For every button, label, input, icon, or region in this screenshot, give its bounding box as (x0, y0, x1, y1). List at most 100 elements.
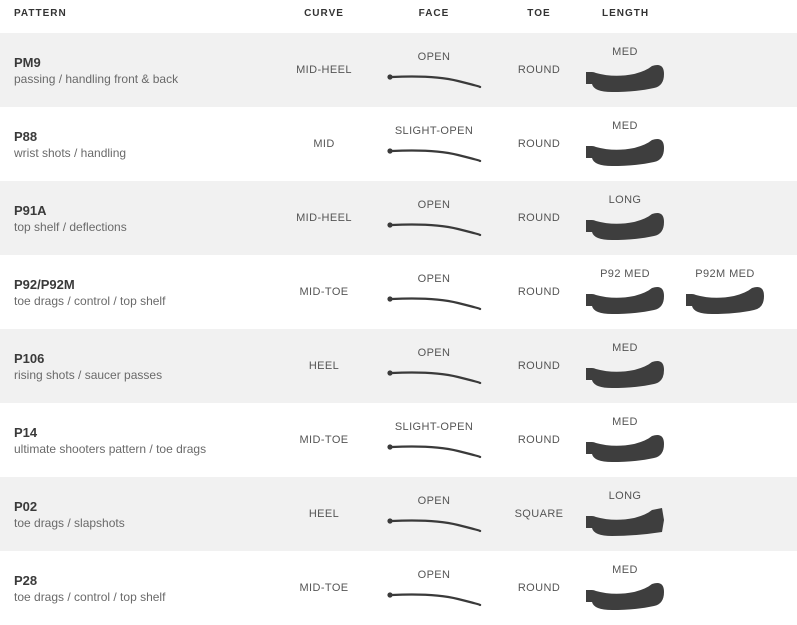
toe-cell: ROUND (494, 212, 584, 224)
table-row: P14 ultimate shooters pattern / toe drags… (0, 403, 797, 477)
face-curve-icon (386, 365, 482, 385)
blade-icon (584, 208, 666, 242)
pattern-cell: P92/P92M toe drags / control / top shelf (14, 277, 274, 308)
curve-line-icon (386, 217, 482, 237)
table-row: P92/P92M toe drags / control / top shelfM… (0, 255, 797, 329)
length-label: P92 MED (600, 268, 650, 280)
face-curve-icon (386, 587, 482, 607)
face-label: SLIGHT-OPEN (395, 421, 473, 433)
face-label: OPEN (418, 495, 451, 507)
curve-line-icon (386, 143, 482, 163)
blade-icon (584, 504, 666, 538)
curve-line-icon (386, 439, 482, 459)
curve-line-icon (386, 69, 482, 89)
blade-shape-icon (684, 282, 766, 316)
table-header-row: PATTERN CURVE FACE TOE LENGTH (0, 0, 797, 33)
pattern-name: P14 (14, 425, 274, 440)
pattern-description: wrist shots / handling (14, 146, 274, 160)
face-cell: OPEN (374, 495, 494, 533)
pattern-name: PM9 (14, 55, 274, 70)
length-block: MED (584, 46, 666, 94)
length-block: P92 MED (584, 268, 666, 316)
length-block: MED (584, 564, 666, 612)
table-row: P106rising shots / saucer passesHEELOPEN… (0, 329, 797, 403)
pattern-cell: P91A top shelf / deflections (14, 203, 274, 234)
curve-cell: MID (274, 138, 374, 150)
table-row: PM9passing / handling front & backMID-HE… (0, 33, 797, 107)
toe-cell: ROUND (494, 138, 584, 150)
table-row: P91Atop shelf / deflectionsMID-HEELOPEN … (0, 181, 797, 255)
blade-icon (684, 282, 766, 316)
pattern-name: P02 (14, 499, 274, 514)
pattern-description: toe drags / slapshots (14, 516, 274, 530)
header-toe: TOE (494, 8, 584, 19)
length-label: MED (612, 342, 638, 354)
face-cell: SLIGHT-OPEN (374, 125, 494, 163)
blade-shape-icon (584, 504, 666, 538)
length-label: MED (612, 120, 638, 132)
pattern-name: P88 (14, 129, 274, 144)
length-cell: P92 MED P92M MED (584, 268, 783, 316)
header-length: LENGTH (584, 8, 783, 19)
length-cell: MED (584, 342, 783, 390)
pattern-cell: P14 ultimate shooters pattern / toe drags (14, 425, 274, 456)
pattern-description: passing / handling front & back (14, 72, 274, 86)
header-curve: CURVE (274, 8, 374, 19)
header-face: FACE (374, 8, 494, 19)
curve-cell: HEEL (274, 508, 374, 520)
toe-cell: ROUND (494, 64, 584, 76)
face-cell: OPEN (374, 569, 494, 607)
length-cell: MED (584, 120, 783, 168)
face-label: OPEN (418, 273, 451, 285)
pattern-name: P28 (14, 573, 274, 588)
face-cell: SLIGHT-OPEN (374, 421, 494, 459)
length-block: MED (584, 416, 666, 464)
pattern-description: toe drags / control / top shelf (14, 294, 274, 308)
face-label: SLIGHT-OPEN (395, 125, 473, 137)
blade-shape-icon (584, 578, 666, 612)
length-cell: MED (584, 564, 783, 612)
pattern-cell: P106 rising shots / saucer passes (14, 351, 274, 382)
blade-icon (584, 60, 666, 94)
curve-line-icon (386, 587, 482, 607)
pattern-cell: P88 wrist shots / handling (14, 129, 274, 160)
face-label: OPEN (418, 51, 451, 63)
blade-shape-icon (584, 356, 666, 390)
face-curve-icon (386, 143, 482, 163)
pattern-name: P92/P92M (14, 277, 274, 292)
blade-icon (584, 356, 666, 390)
length-label: MED (612, 46, 638, 58)
pattern-description: ultimate shooters pattern / toe drags (14, 442, 274, 456)
blade-shape-icon (584, 282, 666, 316)
blade-icon (584, 282, 666, 316)
blade-shape-icon (584, 430, 666, 464)
curve-line-icon (386, 513, 482, 533)
pattern-description: rising shots / saucer passes (14, 368, 274, 382)
toe-cell: ROUND (494, 434, 584, 446)
face-cell: OPEN (374, 273, 494, 311)
pattern-cell: P28toe drags / control / top shelf (14, 573, 274, 604)
face-curve-icon (386, 439, 482, 459)
length-cell: MED (584, 46, 783, 94)
toe-cell: ROUND (494, 582, 584, 594)
toe-cell: ROUND (494, 286, 584, 298)
length-block: LONG (584, 490, 666, 538)
curve-cell: MID-TOE (274, 434, 374, 446)
length-label: LONG (609, 194, 642, 206)
toe-cell: ROUND (494, 360, 584, 372)
blade-shape-icon (584, 208, 666, 242)
curve-cell: MID-TOE (274, 582, 374, 594)
curve-cell: MID-TOE (274, 286, 374, 298)
pattern-description: top shelf / deflections (14, 220, 274, 234)
pattern-cell: P02 toe drags / slapshots (14, 499, 274, 530)
face-curve-icon (386, 291, 482, 311)
pattern-name: P91A (14, 203, 274, 218)
face-label: OPEN (418, 199, 451, 211)
blade-icon (584, 430, 666, 464)
curve-line-icon (386, 365, 482, 385)
length-label: MED (612, 416, 638, 428)
length-label: MED (612, 564, 638, 576)
pattern-name: P106 (14, 351, 274, 366)
face-curve-icon (386, 513, 482, 533)
table-row: P02toe drags / slapshotsHEELOPEN SQUAREL… (0, 477, 797, 551)
